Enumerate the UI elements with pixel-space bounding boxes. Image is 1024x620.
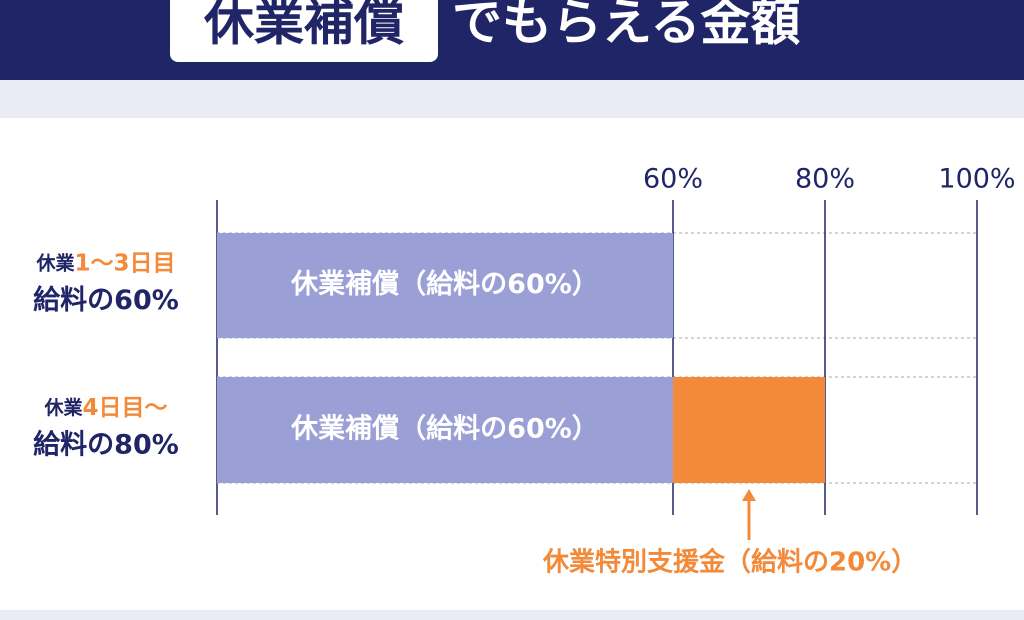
- category-label-line2: 給料の80%: [33, 429, 179, 461]
- title-highlight: 休業補償: [203, 0, 404, 52]
- category-label-line1: 休業4日目〜: [43, 395, 167, 421]
- bar-label: 休業補償（給料の60%）: [290, 413, 599, 445]
- x-tick-label: 80%: [795, 164, 855, 195]
- category-label-part: 休業: [35, 251, 75, 274]
- title-highlight-box: [170, 0, 438, 62]
- category-label-line1: 休業1〜3日目: [35, 250, 175, 276]
- bar-segment: [673, 377, 825, 483]
- bar-label: 休業補償（給料の60%）: [290, 268, 599, 300]
- footer-band: [0, 610, 1024, 620]
- category-label-part: 休業: [43, 396, 83, 419]
- bar-segment: [217, 377, 673, 483]
- x-tick-label: 60%: [643, 164, 703, 195]
- bar-segment: [217, 233, 673, 338]
- sub-band: [0, 80, 1024, 118]
- category-label-part: 1〜3日目: [75, 250, 176, 276]
- category-label-part: 4日目〜: [83, 395, 168, 421]
- title-rest: でもらえる金額: [452, 0, 801, 52]
- category-label-line2: 給料の60%: [33, 284, 179, 316]
- annotation-arrowhead: [742, 489, 756, 501]
- annotation-label: 休業特別支援金（給料の20%）: [542, 547, 917, 578]
- x-tick-label: 100%: [938, 164, 1015, 195]
